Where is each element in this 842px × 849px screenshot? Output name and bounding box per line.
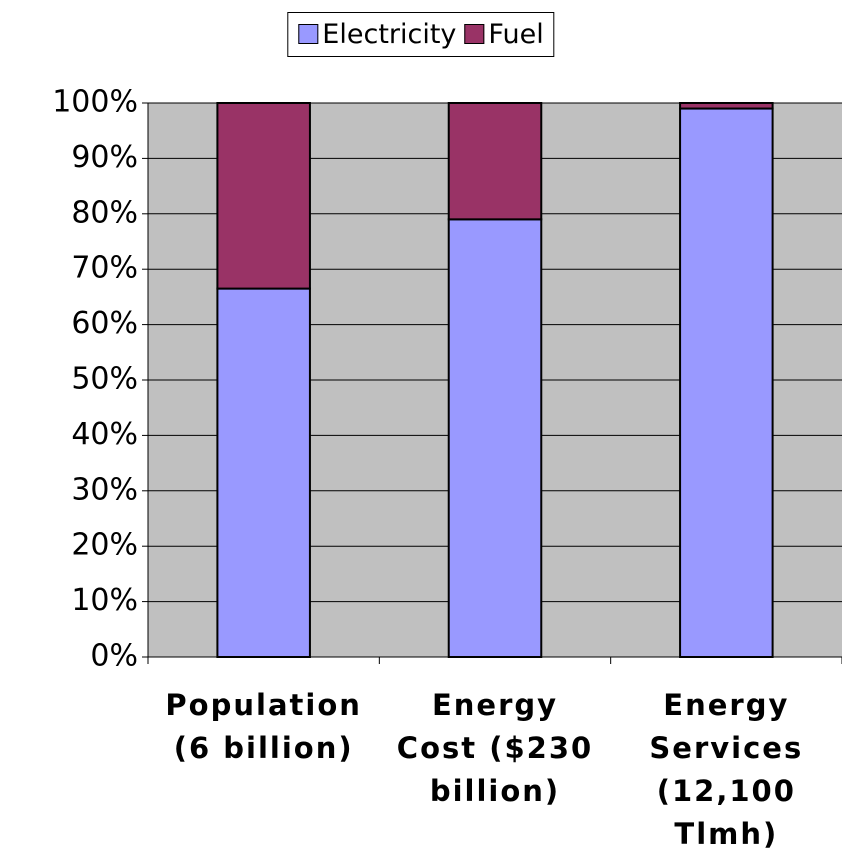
bar-segment <box>679 107 774 659</box>
legend-label: Fuel <box>488 19 544 50</box>
legend: Electricity Fuel <box>287 12 555 57</box>
y-tick-label: 70% <box>71 251 138 286</box>
bar-segment <box>216 102 311 290</box>
bar-segment <box>216 287 311 658</box>
y-tick-label: 80% <box>71 195 138 230</box>
x-tick-label: Energy Cost ($230 billion) <box>396 688 594 808</box>
y-tick-label: 90% <box>71 140 138 175</box>
bar-segment <box>679 102 774 110</box>
legend-swatch <box>298 24 319 44</box>
y-tick-label: 0% <box>90 639 138 674</box>
y-tick-label: 50% <box>71 362 138 397</box>
y-tick-label: 40% <box>71 417 138 452</box>
y-tick-label: 60% <box>71 306 138 341</box>
legend-item: Fuel <box>464 19 544 50</box>
bar-segment <box>447 102 543 221</box>
legend-swatch <box>464 24 485 44</box>
bar-segment <box>447 218 543 658</box>
x-tick-label: Energy Services (12,100 Tlmh) <box>649 688 804 849</box>
legend-item: Electricity <box>298 19 456 50</box>
legend-label: Electricity <box>322 19 457 50</box>
y-tick-label: 20% <box>71 528 138 563</box>
y-tick-label: 30% <box>71 472 138 507</box>
y-tick-label: 10% <box>71 583 138 618</box>
y-tick-label: 100% <box>52 85 138 120</box>
x-tick-label: Population (6 billion) <box>165 688 362 765</box>
